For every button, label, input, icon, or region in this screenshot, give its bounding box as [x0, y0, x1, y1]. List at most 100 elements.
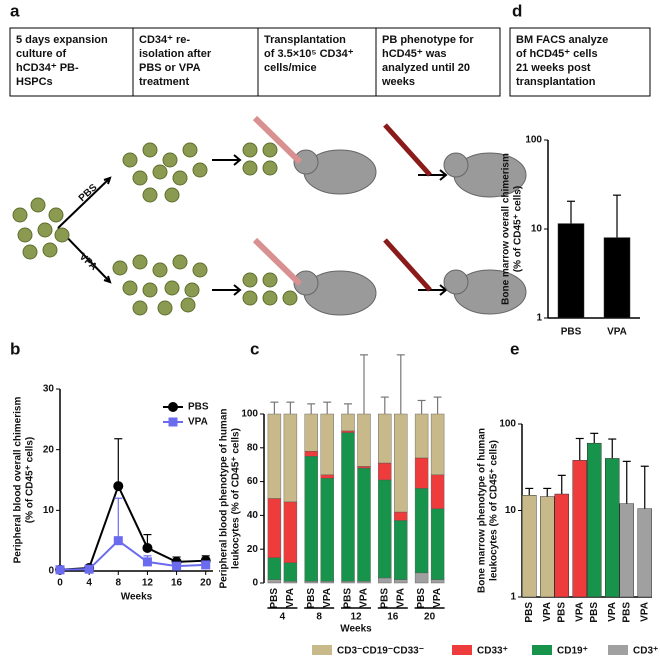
arrow-label: VPA	[77, 251, 99, 272]
y-tick-label: 100	[241, 409, 258, 420]
step-box	[509, 27, 651, 97]
cell	[30, 197, 46, 213]
y-axis-label: Bone marrow phenotype of human	[477, 428, 488, 593]
legend-swatch	[532, 645, 552, 655]
group-label: 4	[280, 612, 286, 623]
bar-segment	[341, 430, 355, 433]
group-label: 16	[387, 612, 399, 623]
step-text: isolation after	[139, 48, 212, 60]
legend-label: PBS	[188, 402, 209, 413]
cell	[12, 207, 28, 223]
x-tick-label: VPA	[574, 602, 585, 622]
bar-segment	[430, 508, 445, 580]
bar-segment	[320, 474, 334, 479]
legend-swatch	[312, 645, 332, 655]
y-axis-label: Peripheral blood overall chimerism	[13, 397, 24, 564]
legend-swatch	[608, 645, 628, 655]
bar-segment	[304, 450, 318, 457]
marker	[113, 481, 124, 492]
y-tick-label: 0	[252, 578, 258, 589]
bar-segment	[394, 511, 408, 521]
bar-segment	[357, 581, 371, 584]
x-tick-label: 4	[86, 578, 92, 589]
cell	[48, 207, 64, 223]
step-text: hCD45⁺ was	[382, 48, 447, 60]
arrow-label: PBS	[77, 182, 100, 204]
bar	[637, 508, 652, 598]
x-tick-label: 20	[200, 578, 212, 589]
bar	[603, 237, 631, 319]
legend-label: CD3⁺	[633, 646, 658, 657]
group-label: 8	[316, 612, 322, 623]
bar-segment	[283, 562, 298, 582]
arrows	[212, 154, 242, 296]
x-tick-label: PBS	[306, 588, 317, 609]
cell	[22, 244, 38, 260]
step-text: hCD34⁺ PB-	[16, 62, 79, 74]
bar-segment	[341, 413, 355, 432]
bar-segment	[283, 581, 298, 584]
cell	[112, 260, 128, 276]
x-tick-label: VPA	[359, 588, 370, 608]
step-text: PBS or VPA	[139, 62, 201, 74]
step-text: BM FACS analyze	[516, 34, 608, 46]
series-line	[59, 539, 206, 571]
x-tick-label: PBS	[621, 602, 632, 623]
legend-label: CD33⁺	[477, 646, 508, 657]
bar	[605, 458, 620, 598]
marker	[172, 561, 182, 571]
marker	[142, 542, 153, 553]
y-tick-label: 20	[247, 544, 259, 555]
cell	[282, 290, 298, 306]
y-tick-label: 10	[531, 224, 543, 235]
cell	[17, 227, 33, 243]
step-text: PB phenotype for	[382, 34, 474, 46]
legend-label: CD19⁺	[557, 646, 588, 657]
bar-segment	[304, 581, 318, 584]
bar	[554, 493, 569, 598]
x-tick-label: PBS	[556, 602, 567, 623]
cell	[242, 142, 258, 158]
cell	[122, 152, 138, 168]
cell	[132, 254, 148, 270]
bar	[587, 442, 602, 598]
step-text: 5 days expansion	[16, 34, 108, 46]
legend-marker	[168, 402, 178, 412]
cell	[164, 280, 180, 296]
step-text: culture of	[16, 48, 66, 60]
bar-segment	[378, 462, 392, 481]
y-axis-label: leukocytes (% of CD45⁺ cells)	[489, 440, 500, 581]
y-tick-label: 1	[510, 592, 516, 603]
cell	[162, 152, 178, 168]
y-tick-label: 1	[536, 313, 542, 324]
bar-segment	[394, 520, 408, 580]
x-tick-label: VPA	[432, 588, 443, 608]
bar	[557, 223, 585, 319]
panel-label: a	[10, 1, 20, 20]
cell	[37, 222, 53, 238]
mouse-head	[443, 269, 469, 295]
bar-segment	[283, 413, 298, 503]
syringe	[252, 237, 303, 287]
panel-label: c	[250, 339, 259, 358]
y-tick-label: 40	[247, 510, 259, 521]
y-tick-label: 0	[48, 566, 54, 577]
mouse-head	[443, 152, 469, 178]
cell	[142, 282, 158, 298]
marker	[142, 557, 152, 567]
x-tick-label: VPA	[322, 588, 333, 608]
bar-segment	[414, 488, 429, 574]
cells	[12, 142, 298, 316]
step-text: CD34⁺ re-	[139, 34, 190, 46]
marker	[201, 560, 211, 570]
bar-segment	[267, 498, 282, 558]
cell	[157, 300, 173, 316]
x-tick-label: PBS	[379, 588, 390, 609]
x-tick-label: 0	[57, 578, 63, 589]
y-axis-label: (% of CD45⁺ cells)	[513, 186, 524, 272]
y-tick-label: 10	[505, 505, 517, 516]
bar-segment	[414, 572, 429, 584]
marker	[55, 565, 65, 575]
cell	[142, 142, 158, 158]
